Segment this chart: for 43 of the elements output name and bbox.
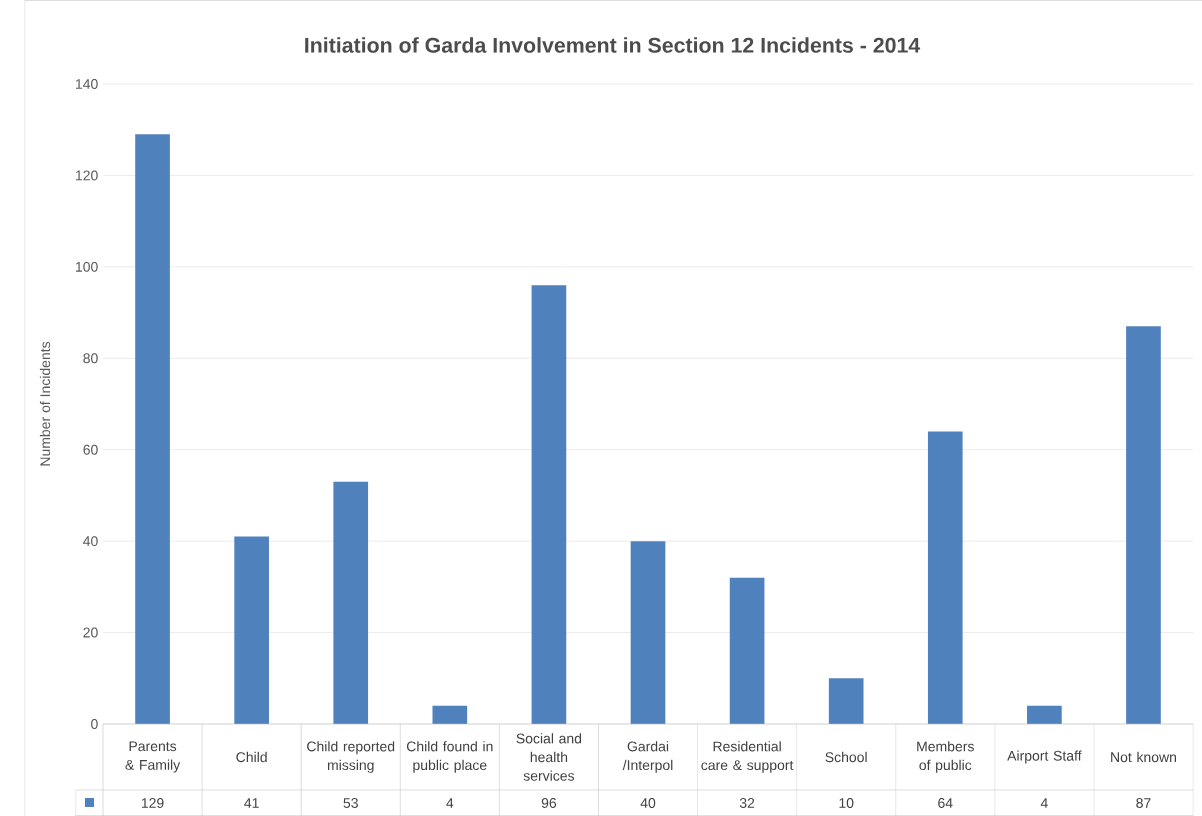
bar	[1027, 705, 1062, 724]
x-tick-label: Gardai /Interpol	[622, 741, 673, 773]
x-tick-label: Child reported missing	[307, 741, 395, 773]
y-tick-label: 100	[76, 261, 98, 272]
data-label: 41	[244, 798, 259, 808]
x-tick-label: Airport Staff	[1007, 750, 1082, 764]
data-label: 129	[141, 798, 164, 808]
data-label: 32	[739, 798, 755, 808]
bar	[135, 134, 170, 724]
x-tick-label: Parents & Family	[125, 741, 181, 773]
x-tick-label: School	[825, 751, 867, 763]
y-tick-label: 120	[76, 170, 98, 181]
y-axis-title: Number of Incidents	[39, 341, 51, 466]
x-tick-label: Members of public	[917, 741, 974, 773]
data-label: 40	[640, 798, 656, 808]
data-label: 4	[446, 798, 454, 808]
data-label: 53	[343, 798, 358, 808]
bar	[828, 678, 864, 724]
data-label: 4	[1040, 798, 1048, 808]
y-tick-label: 40	[83, 536, 98, 547]
y-tick-label: 60	[83, 444, 98, 455]
bar	[432, 705, 468, 724]
y-tick-label: 20	[83, 627, 98, 638]
bar	[927, 431, 963, 724]
data-label: 64	[938, 798, 953, 808]
x-tick-label: Residential care & support	[701, 741, 794, 773]
x-tick-label: Child found in public place	[406, 741, 493, 773]
x-tick-label: Child	[236, 751, 267, 763]
data-label: 96	[541, 798, 557, 808]
bar	[729, 577, 765, 724]
x-tick-label: Not known	[1111, 751, 1176, 763]
bar	[333, 481, 369, 724]
bar	[531, 285, 567, 724]
x-tick-label: Social and health services	[516, 733, 582, 781]
y-tick-label: 80	[83, 353, 98, 364]
y-tick-label: 0	[91, 719, 98, 729]
bar	[234, 536, 269, 724]
data-label: 10	[839, 798, 854, 808]
chart-title: Initiation of Garda Involvement in Section 12 Incidents - 2014	[305, 37, 921, 53]
data-label: 87	[1136, 798, 1151, 808]
y-tick-label: 140	[76, 79, 98, 89]
bar	[630, 541, 666, 724]
bar	[1126, 326, 1161, 724]
